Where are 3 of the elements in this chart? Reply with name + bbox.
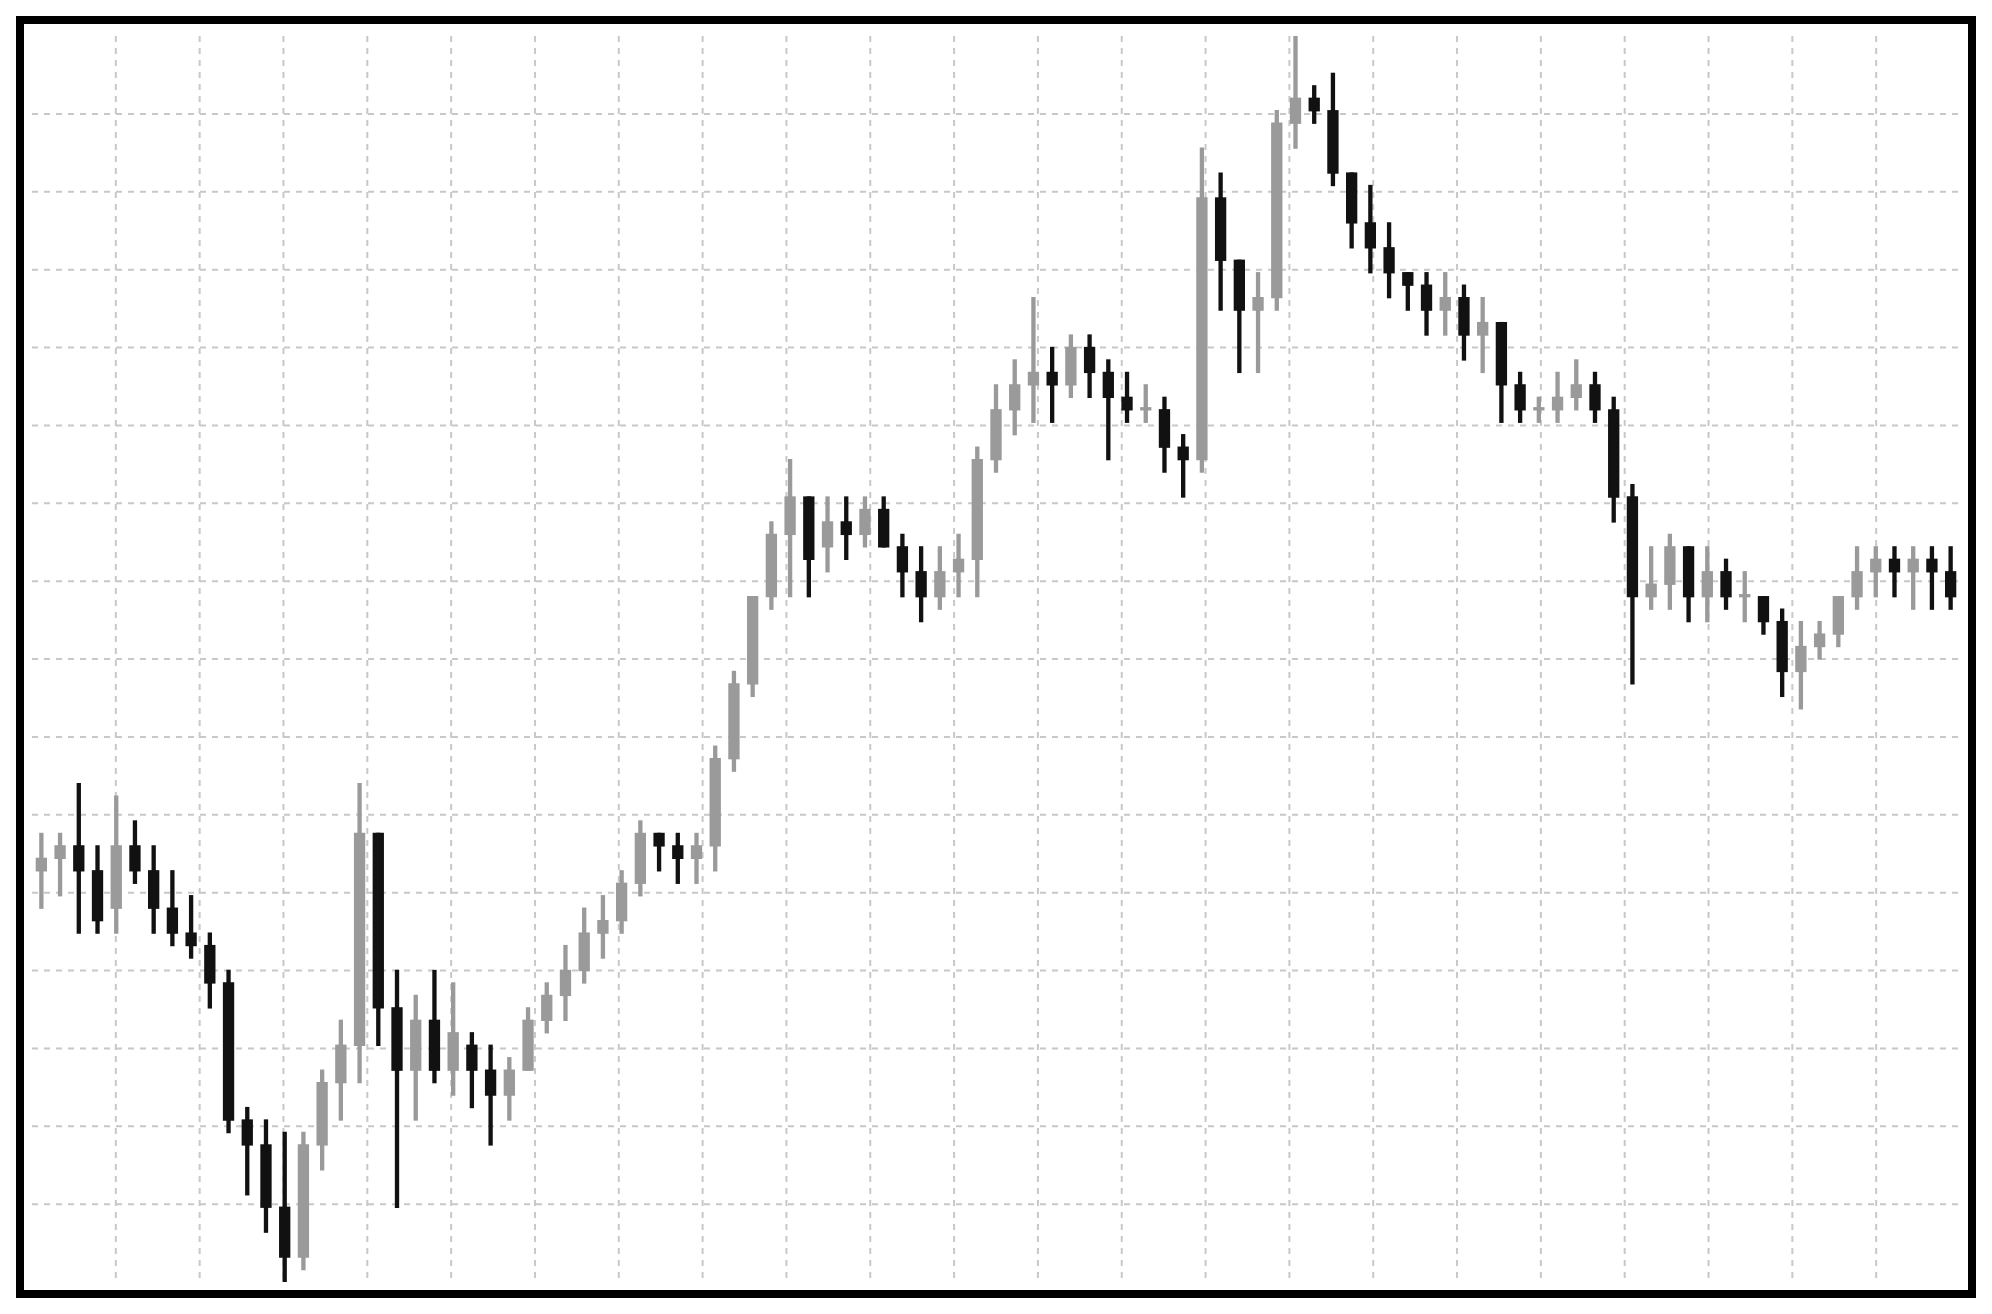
candlestick — [35, 832, 48, 909]
candlestick — [1027, 297, 1040, 423]
candlestick — [952, 533, 965, 598]
